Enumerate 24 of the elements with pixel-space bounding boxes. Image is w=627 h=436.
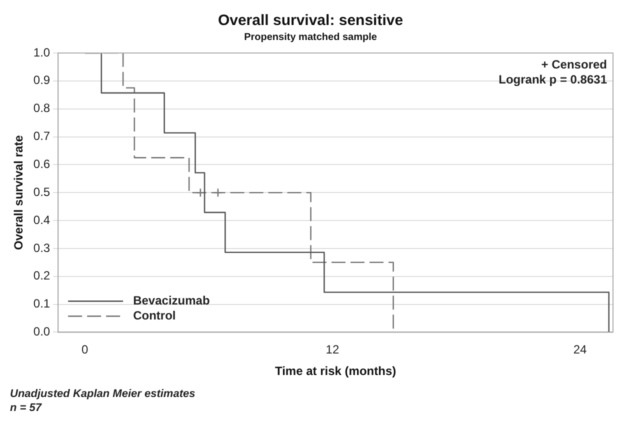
y-tick-label: 0.3 — [33, 240, 50, 255]
x-tick-label: 0 — [82, 342, 89, 357]
y-axis-title: Overall survival rate — [12, 134, 26, 250]
y-tick-label: 0.0 — [33, 324, 50, 339]
text: Unadjusted Kaplan Meier estimates — [10, 387, 196, 401]
y-tick-label: 0.7 — [33, 129, 50, 144]
y-tick-label: 0.4 — [33, 212, 50, 227]
x-tick-label: 24 — [573, 342, 587, 357]
x-tick-label: 12 — [326, 342, 340, 357]
annotation: Logrank p = 0.8631 — [498, 72, 608, 86]
chart-subtitle: Propensity matched sample — [244, 32, 378, 43]
chart-title: Overall survival: sensitive — [218, 12, 404, 30]
text: n = 57 — [10, 401, 43, 415]
y-tick-label: 0.9 — [33, 73, 50, 88]
y-tick-label: 0.8 — [33, 101, 50, 116]
y-tick-label: 1.0 — [33, 45, 50, 60]
annotation: + Censored — [541, 57, 607, 72]
y-tick-label: 0.5 — [33, 184, 50, 199]
y-tick-label: 0.6 — [33, 156, 50, 171]
x-axis-title: Time at risk (months) — [274, 364, 396, 378]
legend-label: Control — [133, 308, 176, 323]
y-tick-label: 0.1 — [33, 296, 50, 311]
y-tick-label: 0.2 — [33, 268, 50, 283]
legend-label: Bevacizumab — [133, 294, 210, 308]
